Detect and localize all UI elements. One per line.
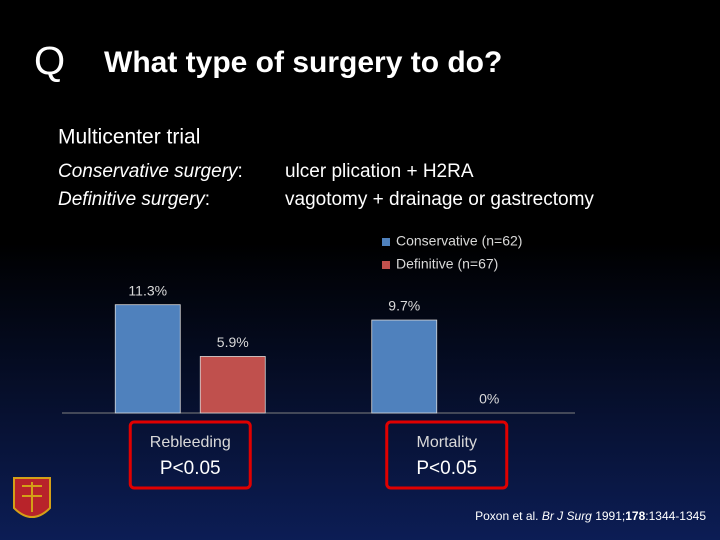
logo-emblem [22,482,42,512]
citation-part: :1344-1345 [645,509,706,523]
definition-text: ulcer plication + H2RA [285,161,474,182]
legend-swatch [382,261,390,269]
citation-part: 1991; [592,509,625,523]
value-label: 11.3% [128,282,167,298]
bar [114,304,181,414]
term: Conservative surgery [58,161,239,182]
citation-part: 178 [625,509,645,523]
annotation-box [128,420,252,490]
x-tick-label: Rebleeding [150,434,231,451]
annotation-box [385,420,509,490]
citation-part: Br J Surg [542,509,592,523]
subtitle: Multicenter trial [58,126,200,149]
term: Definitive surgery [58,189,206,210]
title-marker: Q [34,40,65,84]
legend-swatch [382,238,390,246]
legend-label: Definitive (n=67) [396,256,498,272]
title: What type of surgery to do? [104,46,502,79]
citation-part: Poxon et al. [475,509,542,523]
logo [13,477,51,518]
legend-label: Conservative (n=62) [396,233,522,249]
definition-term: Definitive surgery: [58,189,210,210]
value-label: 0% [479,391,499,407]
definitions: Conservative surgery: ulcer plication + H… [58,161,594,210]
separator: : [205,189,210,210]
bar [199,356,266,414]
annotation: P<0.05 [416,458,477,479]
x-tick-label: Mortality [417,434,477,451]
separator: : [238,161,243,182]
definition-text: vagotomy + drainage or gastrectomy [285,189,594,210]
definition-term: Conservative surgery: [58,161,243,182]
bar [371,319,438,414]
annotation: P<0.05 [160,458,221,479]
citation: Poxon et al. Br J Surg 1991;178:1344-134… [475,509,706,523]
value-label: 5.9% [217,334,249,350]
value-label: 9.7% [388,298,420,314]
